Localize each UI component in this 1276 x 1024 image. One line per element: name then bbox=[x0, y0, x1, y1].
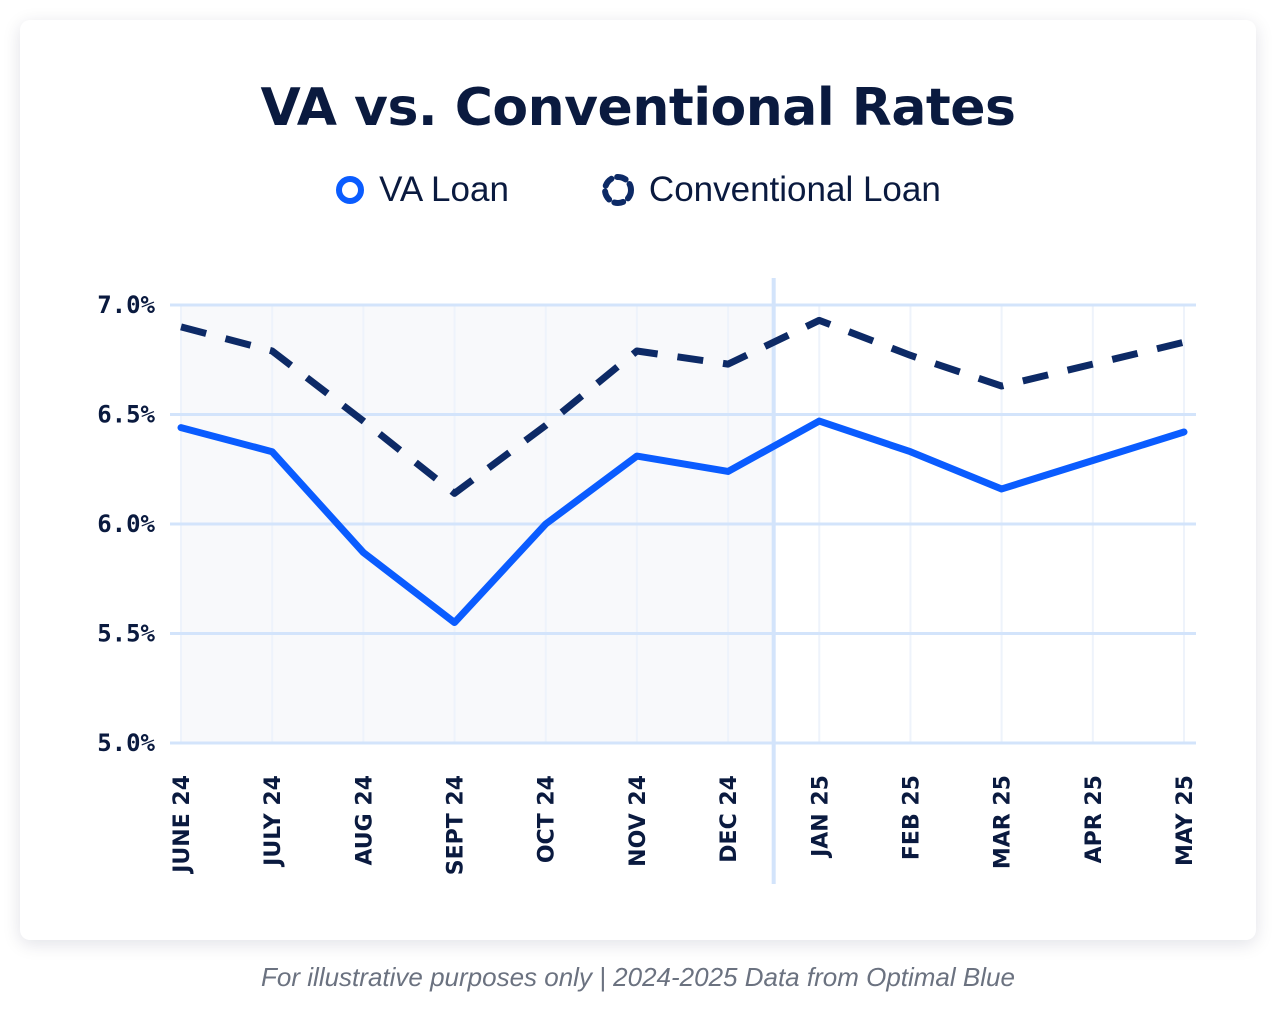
x-tick-label: JAN 25 bbox=[808, 775, 833, 859]
x-tick-label: APR 25 bbox=[1082, 775, 1107, 863]
x-tick-label: AUG 24 bbox=[352, 775, 377, 866]
x-tick-label: OCT 24 bbox=[535, 775, 560, 863]
x-tick-label: DEC 24 bbox=[717, 775, 742, 863]
legend-label: VA Loan bbox=[379, 170, 509, 209]
x-tick-label: NOV 24 bbox=[626, 775, 651, 867]
x-tick-label: FEB 25 bbox=[899, 775, 924, 860]
legend: VA Loan Conventional Loan bbox=[0, 170, 1276, 210]
legend-item-conventional: Conventional Loan bbox=[601, 170, 941, 210]
x-tick-label: JULY 24 bbox=[261, 775, 286, 868]
dashed-ring-icon bbox=[601, 174, 634, 206]
y-tick-label: 5.5% bbox=[97, 620, 155, 648]
y-tick-label: 6.0% bbox=[97, 510, 155, 538]
x-tick-label: MAY 25 bbox=[1173, 775, 1198, 866]
legend-label: Conventional Loan bbox=[648, 170, 941, 209]
footer-note: For illustrative purposes only | 2024-20… bbox=[261, 962, 1015, 992]
chart-title: VA vs. Conventional Rates bbox=[260, 78, 1016, 138]
series-line-conventional bbox=[180, 316, 1185, 497]
y-tick-label: 6.5% bbox=[97, 401, 155, 429]
ring-icon bbox=[336, 176, 365, 204]
series-line-va bbox=[177, 417, 1188, 627]
legend-item-va: VA Loan bbox=[335, 170, 509, 210]
x-tick-label: SEPT 24 bbox=[444, 775, 469, 875]
x-tick-label: MAR 25 bbox=[991, 775, 1016, 869]
y-tick-label: 7.0% bbox=[97, 291, 155, 319]
y-tick-label: 5.0% bbox=[97, 729, 155, 757]
x-tick-label: JUNE 24 bbox=[170, 775, 195, 875]
